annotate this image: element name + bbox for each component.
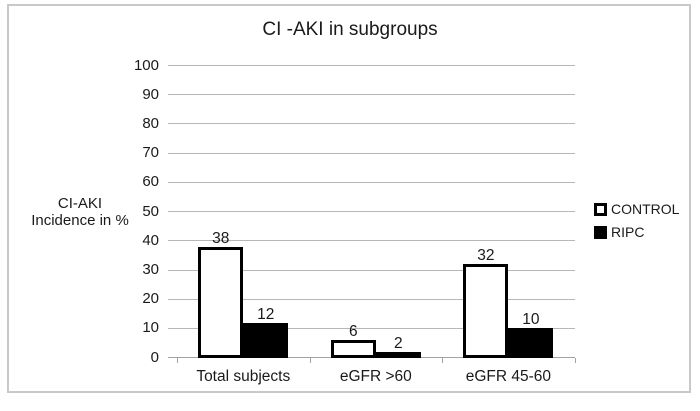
legend-item-ripc: RIPC bbox=[594, 224, 679, 240]
legend: CONTROL RIPC bbox=[594, 201, 679, 247]
y-axis-title-line2: Incidence in % bbox=[31, 211, 129, 229]
legend-label: RIPC bbox=[611, 224, 645, 240]
chart-title: CI -AKI in subgroups bbox=[262, 19, 438, 40]
legend-label: CONTROL bbox=[611, 201, 680, 217]
legend-swatch-ripc bbox=[594, 225, 607, 239]
y-axis-title: CI-AKI Incidence in % bbox=[10, 195, 150, 229]
legend-swatch-control bbox=[594, 202, 607, 216]
legend-item-control: CONTROL bbox=[594, 201, 679, 217]
y-axis-title-line1: CI-AKI bbox=[57, 195, 103, 212]
